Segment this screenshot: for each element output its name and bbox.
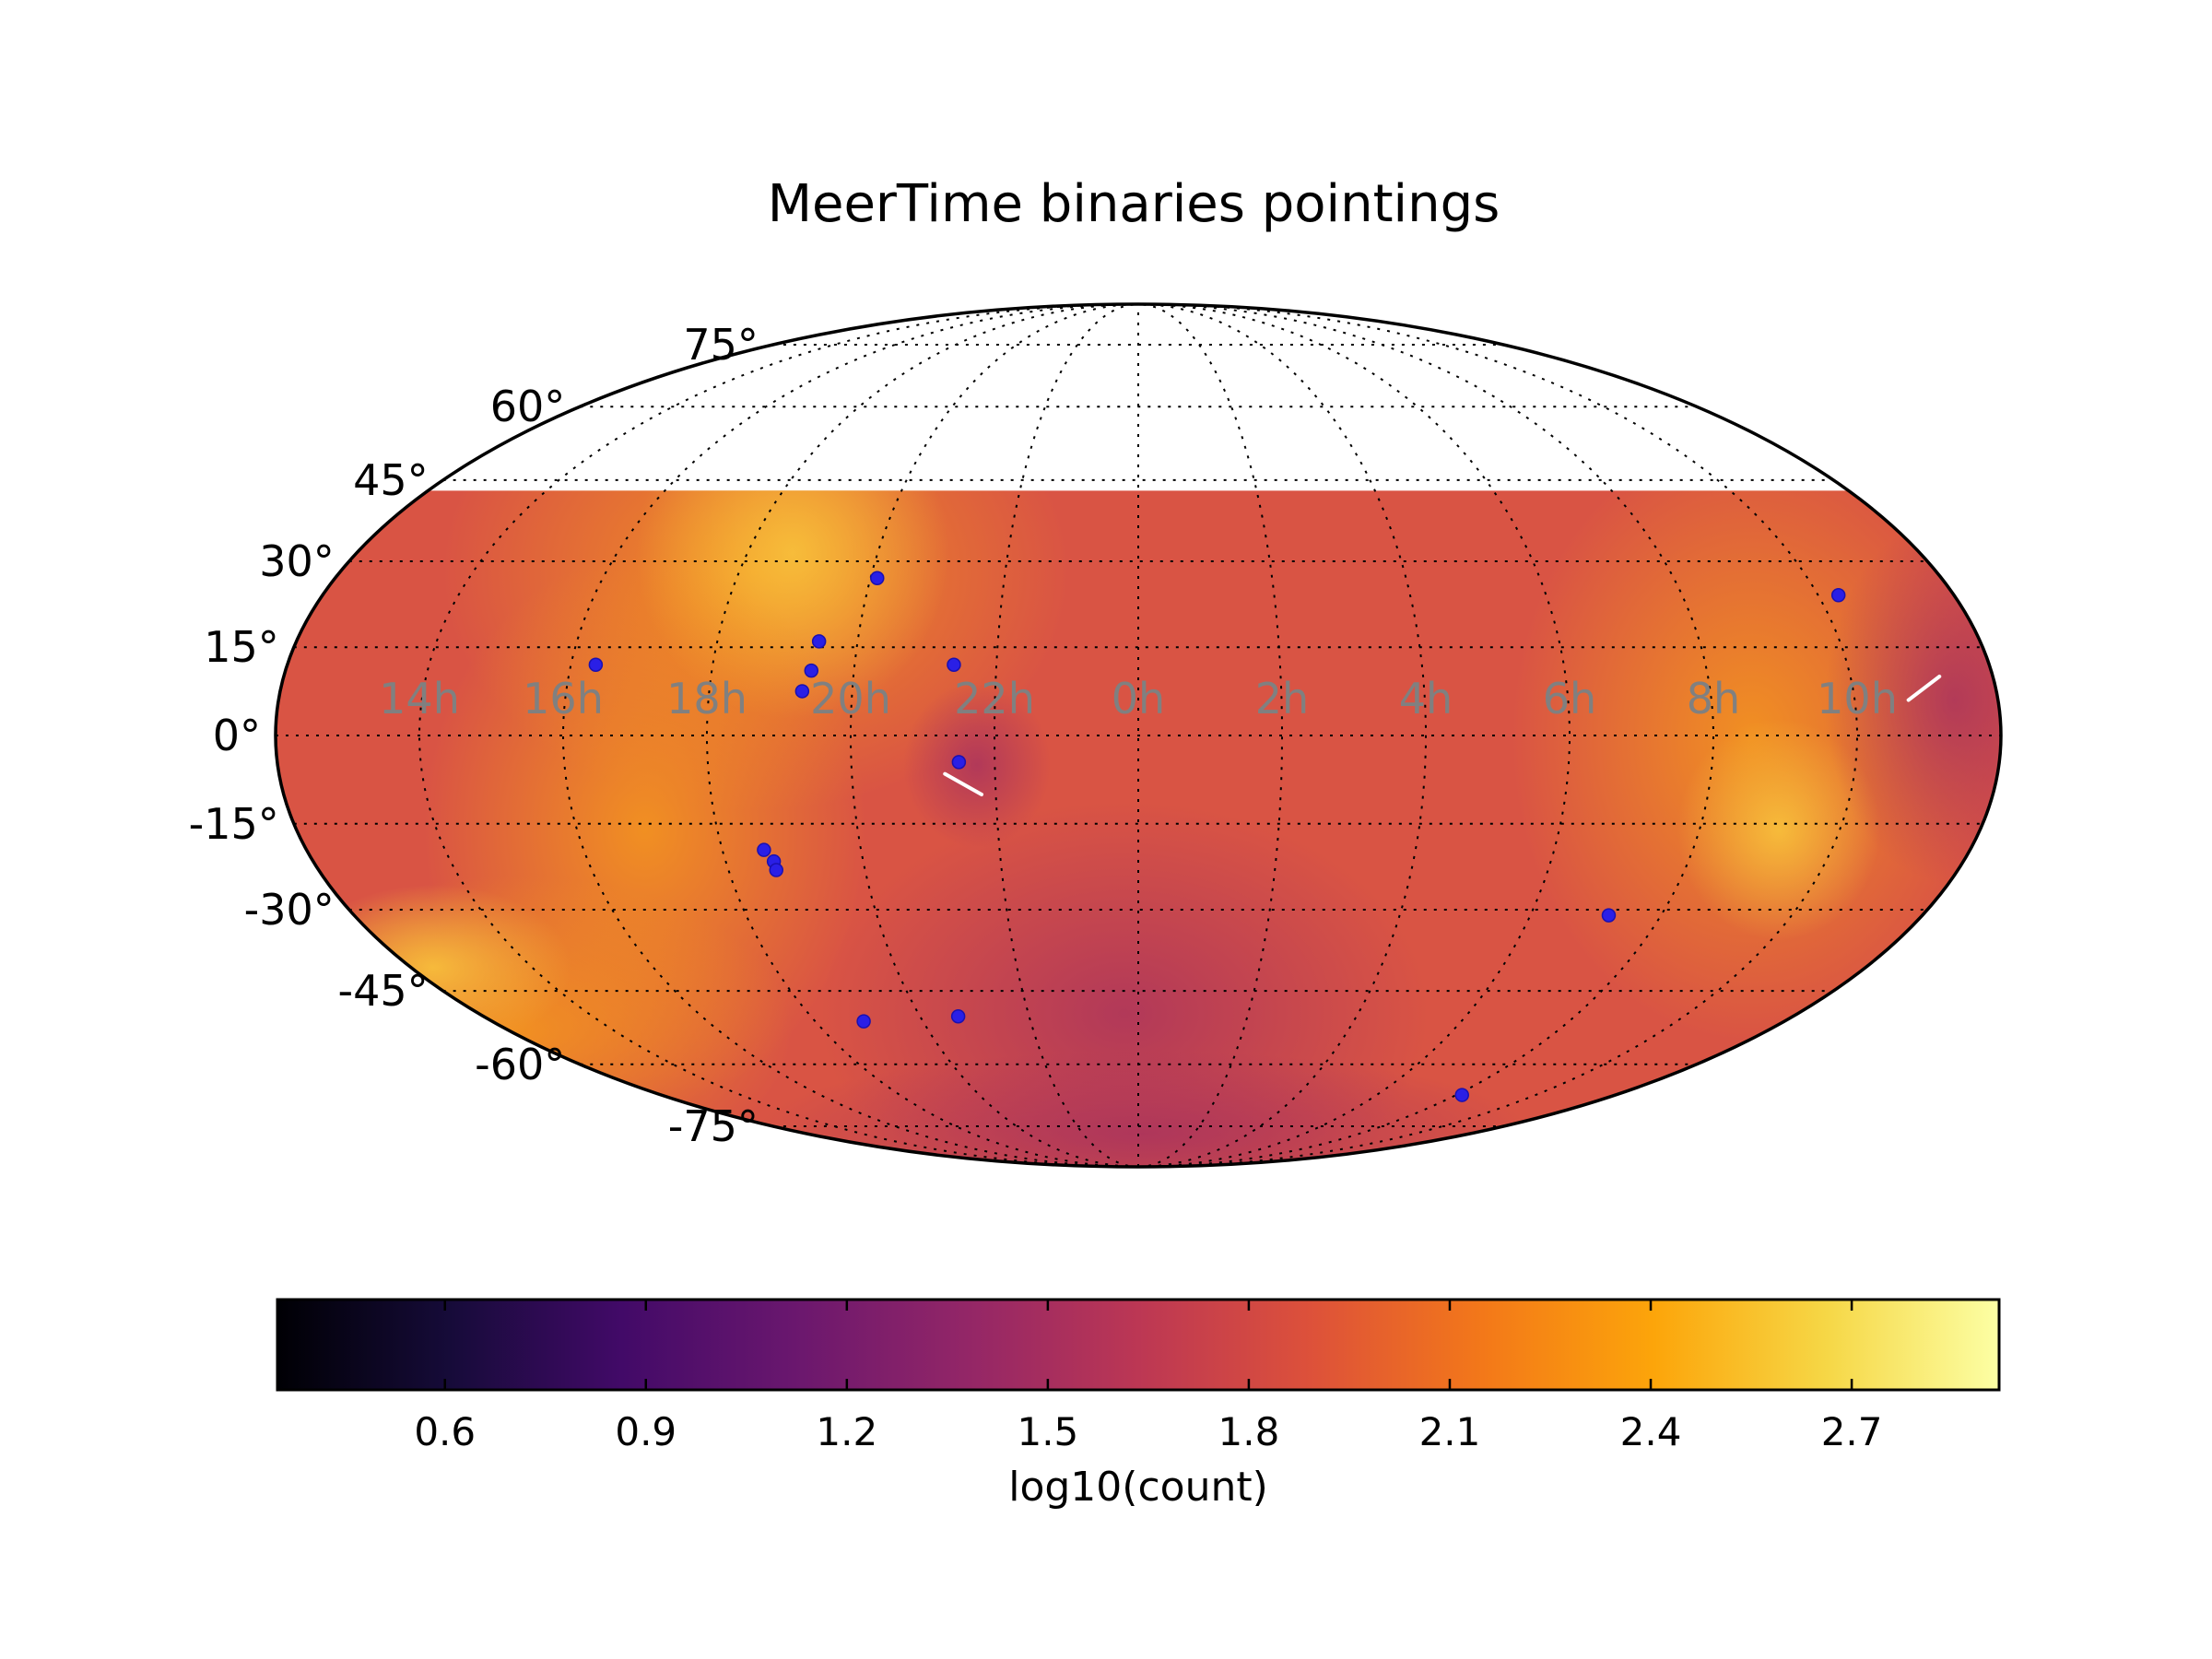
dec-tick-label: 30° (259, 536, 335, 586)
meridian-line (850, 303, 1139, 1168)
sky-heatmap (276, 490, 2001, 1167)
meridian-line (1137, 303, 1427, 1168)
meridian-line (1137, 303, 1715, 1168)
colorbar (276, 1298, 2001, 1392)
pointing-marker (804, 663, 819, 678)
pointing-tracks (943, 674, 1942, 797)
dec-tick-label: -75° (668, 1101, 759, 1151)
chart-title: MeerTime binaries pointings (768, 174, 1500, 234)
colorbar-tick-label: 0.6 (414, 1409, 476, 1454)
colorbar-tick-label: 1.2 (816, 1409, 877, 1454)
colorbar-ticks: 0.6 0.9 1.2 1.5 1.8 2.1 2.4 2.7 (414, 1300, 1882, 1454)
ra-tick-label: 16h (523, 674, 604, 724)
pointing-marker (1830, 588, 1846, 603)
pointing-marker (1454, 1088, 1469, 1102)
heatmap-field-patch (903, 682, 1051, 848)
dec-tick-label: 45° (353, 455, 429, 505)
dec-tick-label: 60° (490, 382, 566, 431)
graticule (276, 303, 2001, 1168)
colorbar-tick-label: 2.4 (1620, 1409, 1682, 1454)
ra-tick-label: 14h (379, 674, 460, 724)
ra-tick-label: 22h (954, 674, 1035, 724)
meridian-line (561, 303, 1139, 1168)
ra-tick-label: 20h (810, 674, 891, 724)
ra-tick-label: 0h (1112, 674, 1165, 724)
map-outline (274, 302, 2003, 1169)
ra-tick-label: 8h (1687, 674, 1740, 724)
pointing-marker (769, 863, 783, 877)
colorbar-tick-label: 2.1 (1419, 1409, 1481, 1454)
pointing-track (1906, 674, 1942, 702)
pointing-marker (794, 684, 810, 699)
colorbar-tick-label: 1.5 (1017, 1409, 1078, 1454)
ra-tick-label: 6h (1543, 674, 1596, 724)
ra-tick-label: 4h (1399, 674, 1453, 724)
ra-tick-label: 18h (666, 674, 747, 724)
dec-tick-label: 0° (213, 711, 261, 760)
dec-tick-label: -45° (338, 966, 429, 1016)
dec-tick-label: -15° (189, 799, 279, 849)
ra-tick-label: 2h (1255, 674, 1309, 724)
colorbar-tick-label: 0.9 (615, 1409, 677, 1454)
pointing-track (943, 771, 984, 797)
colorbar-tick-label: 1.8 (1218, 1409, 1280, 1454)
dec-tick-label: -30° (244, 885, 335, 935)
ra-tick-labels: 14h 16h 18h 20h 22h 0h 2h 4h 6h 8h 10h (379, 674, 1898, 724)
dec-tick-label: 75° (683, 320, 759, 370)
heatmap-east-edge-dim (1825, 516, 2001, 885)
pointing-marker (811, 634, 827, 649)
ra-tick-label: 10h (1817, 674, 1898, 724)
pointing-marker (947, 657, 961, 672)
pointing-marker (757, 842, 771, 857)
pointing-marker (1601, 908, 1617, 923)
dec-tick-label: -60° (475, 1040, 565, 1089)
pointing-marker (870, 571, 885, 586)
pointing-marker (588, 657, 604, 672)
colorbar-label: log10(count) (1008, 1464, 1268, 1511)
heatmap-south-edge-dim (756, 1051, 1530, 1167)
colorbar-tick-label: 2.7 (1821, 1409, 1883, 1454)
pointing-marker (951, 755, 967, 770)
pointing-marker (950, 1008, 966, 1024)
pointing-marker (856, 1014, 871, 1029)
pointings-scatter (588, 571, 1846, 1102)
dec-tick-labels: 75° 60° 45° 30° 15° 0° -15° -30°-45° -60° -75° (189, 320, 759, 1151)
heatmap-anticenter-bright (1677, 719, 1880, 940)
heatmap-plane-bright-south (295, 885, 571, 1051)
dec-tick-label: 15° (204, 622, 279, 672)
